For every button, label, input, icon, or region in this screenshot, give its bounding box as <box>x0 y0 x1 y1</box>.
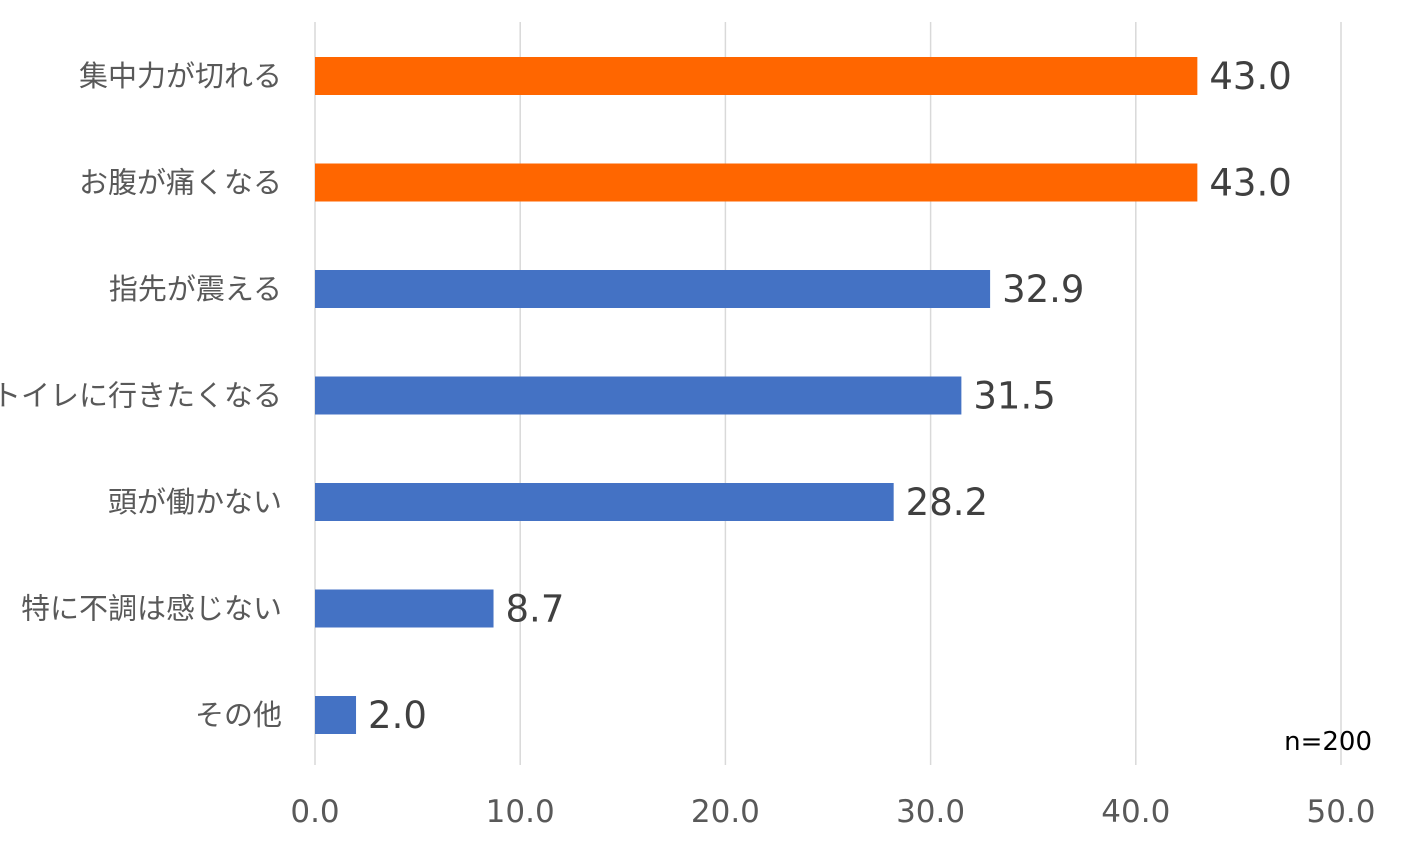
x-tick-label: 20.0 <box>691 794 760 830</box>
bars <box>315 57 1198 734</box>
x-tick-label: 10.0 <box>486 794 555 830</box>
bar <box>315 57 1198 95</box>
category-label: トイレに行きたくなる <box>0 379 282 413</box>
value-labels: 43.0 43.0 32.9 31.5 28.2 8.7 2.0 <box>368 55 1292 737</box>
category-label: 頭が働かない <box>108 485 282 519</box>
data-label: 43.0 <box>1209 162 1291 205</box>
category-label: 特に不調は感じない <box>21 592 282 626</box>
category-label: その他 <box>195 698 282 732</box>
bar <box>315 696 357 734</box>
category-labels: 集中力が切れるお腹が痛くなる指先が震えるトイレに行きたくなる頭が働かない特に不調… <box>0 59 282 732</box>
data-label: 8.7 <box>506 588 565 631</box>
bar <box>315 376 962 415</box>
x-tick-label: 40.0 <box>1101 794 1170 830</box>
data-label: 43.0 <box>1209 55 1291 98</box>
category-label: 集中力が切れる <box>79 59 282 93</box>
bar <box>315 483 894 521</box>
data-label: 32.9 <box>1002 268 1084 311</box>
x-axis-tick-labels: 0.0 10.0 20.0 30.0 40.0 50.0 <box>290 794 1375 830</box>
sample-size-note: n=200 <box>1284 727 1372 757</box>
data-label: 2.0 <box>368 694 427 737</box>
bar <box>315 163 1198 202</box>
x-tick-label: 0.0 <box>290 794 339 830</box>
x-tick-label: 30.0 <box>896 794 965 830</box>
data-label: 28.2 <box>906 481 988 524</box>
x-tick-label: 50.0 <box>1306 794 1375 830</box>
category-label: 指先が震える <box>109 272 282 306</box>
bar <box>315 589 494 628</box>
bar <box>315 270 991 308</box>
data-label: 31.5 <box>973 375 1055 418</box>
category-label: お腹が痛くなる <box>79 166 282 200</box>
